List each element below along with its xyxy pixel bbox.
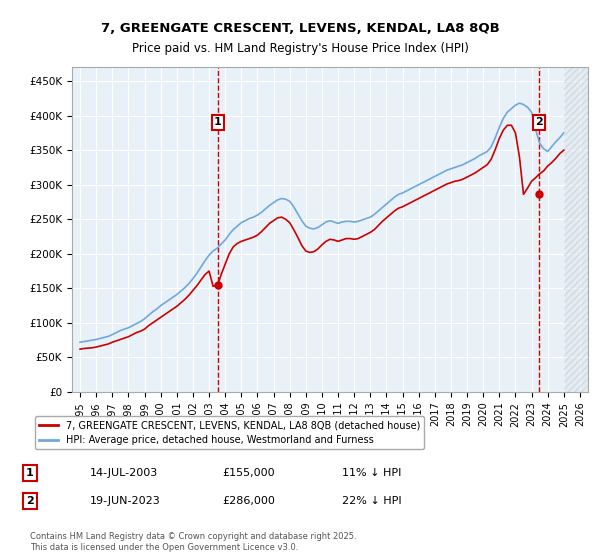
Legend: 7, GREENGATE CRESCENT, LEVENS, KENDAL, LA8 8QB (detached house), HPI: Average pr: 7, GREENGATE CRESCENT, LEVENS, KENDAL, L… [35,417,424,449]
Text: 22% ↓ HPI: 22% ↓ HPI [342,496,401,506]
Text: 1: 1 [26,468,34,478]
Text: Price paid vs. HM Land Registry's House Price Index (HPI): Price paid vs. HM Land Registry's House … [131,42,469,55]
Text: 11% ↓ HPI: 11% ↓ HPI [342,468,401,478]
Text: Contains HM Land Registry data © Crown copyright and database right 2025.
This d: Contains HM Land Registry data © Crown c… [30,532,356,552]
Text: 2: 2 [535,118,543,128]
Text: 2: 2 [26,496,34,506]
Text: £155,000: £155,000 [222,468,275,478]
Text: 1: 1 [214,118,221,128]
Text: 14-JUL-2003: 14-JUL-2003 [90,468,158,478]
Text: £286,000: £286,000 [222,496,275,506]
Text: 19-JUN-2023: 19-JUN-2023 [90,496,161,506]
Text: 7, GREENGATE CRESCENT, LEVENS, KENDAL, LA8 8QB: 7, GREENGATE CRESCENT, LEVENS, KENDAL, L… [101,22,499,35]
